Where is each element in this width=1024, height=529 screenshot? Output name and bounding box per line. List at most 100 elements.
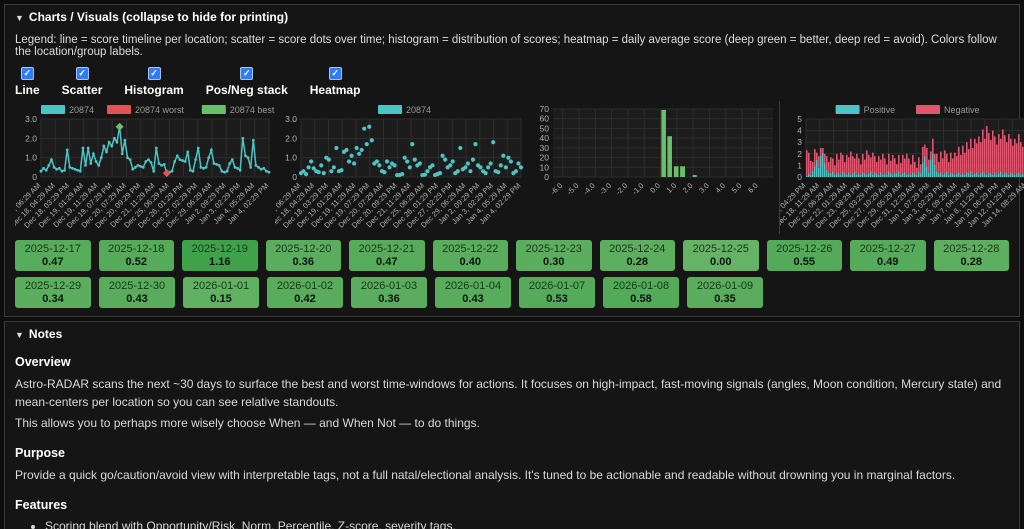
svg-text:20874: 20874 [406, 105, 431, 115]
heatmap-cell[interactable]: 2025-12-23 0.30 [516, 240, 592, 271]
svg-text:3.0: 3.0 [285, 114, 297, 124]
histogram-chart: 0 10 20 30 40 50 60 70 -6.0 -5.0 -4.0 -3.0 -2.0 -1.0 0… [527, 101, 780, 234]
svg-text:1.0: 1.0 [285, 153, 297, 163]
checkbox-checked-icon[interactable]: ✓ [75, 67, 89, 80]
heatmap-cell[interactable]: 2025-12-29 0.34 [15, 277, 91, 308]
svg-text:3: 3 [797, 137, 802, 147]
svg-text:2: 2 [797, 149, 802, 159]
svg-text:20874 best: 20874 best [230, 105, 275, 115]
heatmap-cell-value: 0.36 [292, 255, 314, 268]
heatmap-cell-date: 2025-12-24 [609, 242, 666, 255]
svg-text:5: 5 [797, 114, 802, 124]
svg-text:70: 70 [540, 104, 550, 114]
heatmap-cell-date: 2026-01-08 [612, 279, 670, 292]
chart-toggle-label: Line [15, 83, 40, 97]
chart-toggle-label: Histogram [124, 83, 184, 97]
heatmap-cell[interactable]: 2026-01-09 0.35 [687, 277, 763, 308]
heatmap-cell-date: 2026-01-01 [192, 279, 250, 292]
svg-text:-4.0: -4.0 [581, 181, 597, 197]
svg-text:-5.0: -5.0 [565, 181, 581, 197]
notes-body: Overview Astro-RADAR scans the next ~30 d… [15, 355, 1009, 529]
heatmap-cell[interactable]: 2026-01-01 0.15 [183, 277, 259, 308]
heatmap-cell[interactable]: 2025-12-24 0.28 [599, 240, 675, 271]
chart-toggle-heatmap[interactable]: ✓ Heatmap [309, 67, 361, 97]
notes-panel: ▼ Notes Overview Astro-RADAR scans the nex… [4, 321, 1020, 529]
svg-text:20: 20 [540, 153, 550, 163]
chart-toggle-scatter[interactable]: ✓ Scatter [61, 67, 103, 97]
heatmap-cell[interactable]: 2025-12-27 0.49 [850, 240, 926, 271]
heatmap-cell-value: 1.16 [209, 255, 231, 268]
heatmap-cell-date: 2025-12-28 [943, 242, 1000, 255]
heatmap-cell[interactable]: 2025-12-30 0.43 [99, 277, 175, 308]
heatmap-cell[interactable]: 2026-01-08 0.58 [603, 277, 679, 308]
heatmap-cell-date: 2025-12-19 [191, 242, 248, 255]
heatmap-cell[interactable]: 2025-12-19 1.16 [182, 240, 258, 271]
heatmap-cell-value: 0.28 [626, 255, 648, 268]
svg-text:-6.0: -6.0 [549, 181, 565, 197]
notes-section-heading: Purpose [15, 446, 66, 460]
chart-toggle-label: Scatter [61, 83, 103, 97]
heatmap-cell-date: 2025-12-30 [108, 279, 166, 292]
heatmap-cell-value: 0.34 [42, 292, 64, 305]
heatmap-cell-value: 0.30 [543, 255, 565, 268]
checkbox-checked-icon[interactable]: ✓ [240, 67, 254, 80]
charts-legend-description: Legend: line = score timeline per locati… [15, 34, 997, 58]
heatmap-cell-date: 2025-12-17 [24, 242, 81, 255]
heatmap-cell-value: 0.42 [294, 292, 316, 305]
heatmap-cell-date: 2026-01-02 [276, 279, 334, 292]
heatmap-cell-value: 0.36 [378, 292, 400, 305]
chart-toggle-histogram[interactable]: ✓ Histogram [124, 67, 184, 97]
notes-header[interactable]: ▼ Notes [15, 327, 1009, 341]
heatmap-cell[interactable]: 2026-01-03 0.36 [351, 277, 427, 308]
svg-text:0: 0 [797, 172, 802, 182]
notes-bullet: Scoring blend with Opportunity/Risk, Nor… [45, 518, 1009, 529]
svg-text:4: 4 [797, 126, 802, 136]
checkbox-checked-icon[interactable]: ✓ [20, 67, 34, 80]
heatmap-cell-value: 0.47 [376, 255, 398, 268]
heatmap-cell-value: 0.55 [793, 255, 815, 268]
svg-text:0: 0 [544, 172, 549, 182]
heatmap-cell-date: 2026-01-03 [360, 279, 418, 292]
heatmap-cell[interactable]: 2026-01-04 0.43 [435, 277, 511, 308]
charts-visuals-header[interactable]: ▼ Charts / Visuals (collapse to hide for … [15, 10, 1009, 24]
svg-text:-3.0: -3.0 [598, 181, 614, 197]
notes-paragraph: This allows you to perhaps more wisely c… [15, 416, 480, 430]
heatmap-cell[interactable]: 2025-12-25 0.00 [683, 240, 759, 271]
svg-text:20874: 20874 [69, 105, 94, 115]
svg-text:2.0: 2.0 [285, 133, 297, 143]
chart-toggle-label: Heatmap [309, 83, 361, 97]
svg-text:6.0: 6.0 [746, 181, 760, 195]
svg-text:-1.0: -1.0 [630, 181, 646, 197]
heatmap-cell[interactable]: 2025-12-26 0.55 [766, 240, 842, 271]
daily-heatmap: 2025-12-17 0.47 2025-12-18 0.52 2025-12-19 1.… [15, 240, 1009, 308]
heatmap-cell-date: 2025-12-22 [442, 242, 499, 255]
heatmap-cell[interactable]: 2025-12-28 0.28 [933, 240, 1009, 271]
heatmap-cell-date: 2026-01-09 [696, 279, 754, 292]
heatmap-cell-value: 0.40 [459, 255, 481, 268]
heatmap-cell-value: 0.00 [710, 255, 732, 268]
chart-toggle-line[interactable]: ✓ Line [15, 67, 40, 97]
heatmap-cell[interactable]: 2026-01-07 0.53 [519, 277, 595, 308]
heatmap-cell-date: 2026-01-07 [528, 279, 586, 292]
heatmap-cell[interactable]: 2025-12-18 0.52 [98, 240, 174, 271]
heatmap-cell-value: 0.28 [960, 255, 982, 268]
heatmap-cell-value: 0.47 [42, 255, 64, 268]
checkbox-checked-icon[interactable]: ✓ [147, 67, 161, 80]
heatmap-cell[interactable]: 2025-12-17 0.47 [15, 240, 91, 271]
heatmap-cell[interactable]: 2025-12-21 0.47 [349, 240, 425, 271]
charts-visuals-panel: ▼ Charts / Visuals (collapse to hide for … [0, 4, 1024, 317]
heatmap-cell[interactable]: 2026-01-02 0.42 [267, 277, 343, 308]
charts-visuals-title: Charts / Visuals (collapse to hide for p… [28, 10, 289, 24]
chart-toggle-pos-neg-stack[interactable]: ✓ Pos/Neg stack [206, 67, 288, 97]
heatmap-cell-value: 0.49 [877, 255, 899, 268]
notes-paragraph: Astro-RADAR scans the next ~30 days to s… [15, 377, 1002, 409]
heatmap-cell[interactable]: 2025-12-22 0.40 [432, 240, 508, 271]
heatmap-row: 2025-12-29 0.34 2025-12-30 0.43 2026-01-01 0.… [15, 277, 1009, 308]
heatmap-cell[interactable]: 2025-12-20 0.36 [265, 240, 341, 271]
svg-text:0: 0 [32, 172, 37, 182]
heatmap-cell-date: 2025-12-25 [692, 242, 749, 255]
checkbox-checked-icon[interactable]: ✓ [328, 67, 342, 80]
